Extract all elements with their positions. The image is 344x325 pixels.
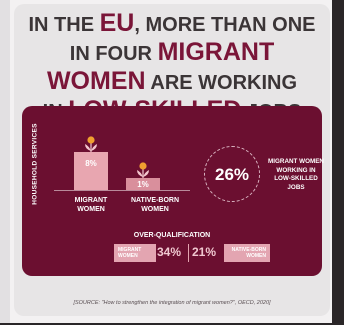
overq-native-box: NATIVE-BORN WOMEN [224, 244, 270, 262]
category-label-migrant: MIGRANT WOMEN [66, 196, 116, 214]
headline-line-1: IN THE EU, MORE THAN ONE [14, 10, 330, 39]
headline-line-2: IN FOUR MIGRANT [14, 39, 330, 68]
headline-text: IN THE [28, 14, 100, 36]
category-label-line: WOMEN [77, 206, 105, 213]
overq-migrant-box: MIGRANT WOMEN [114, 244, 156, 262]
overq-label-line: WOMEN [118, 253, 138, 259]
bar-migrant [74, 152, 108, 190]
overq-separator [188, 244, 189, 262]
source-citation: [SOURCE: "How to strengthen the integrat… [73, 300, 271, 306]
infographic-card: IN THE EU, MORE THAN ONE IN FOUR MIGRANT… [14, 4, 330, 316]
bar-baseline [54, 190, 190, 191]
category-label-line: MIGRANT [74, 197, 108, 204]
headline-highlight: WOMEN [46, 67, 146, 95]
bar-native [126, 178, 160, 190]
category-label-line: WOMEN [141, 206, 169, 213]
stat-line: MIGRANT WOMEN [268, 158, 324, 165]
stat-description: MIGRANT WOMEN WORKING IN LOW-SKILLED JOB… [266, 158, 326, 192]
headline-highlight: EU [99, 9, 135, 37]
flower-icon [137, 162, 149, 178]
household-bar-chart: 8% 1% [74, 136, 160, 190]
headline-line-3: WOMEN ARE WORKING [14, 68, 330, 97]
headline-highlight: MIGRANT [157, 38, 275, 66]
bar-value-label: 8% [85, 159, 97, 168]
stats-panel: HOUSEHOLD SERVICES 8% 1% MIGRANT WOMEN NA… [22, 106, 324, 276]
headline-text: IN FOUR [69, 43, 158, 65]
overqualification-title: OVER-QUALIFICATION [133, 232, 211, 239]
stat-value: 26% [214, 165, 250, 184]
stat-ring [204, 146, 260, 202]
left-edge [0, 0, 10, 325]
headline-text: , MORE THAN ONE [134, 14, 316, 36]
bottom-edge [0, 323, 344, 325]
overq-native-value: 21% [192, 245, 217, 259]
overq-migrant-value: 34% [157, 245, 182, 259]
right-edge [332, 0, 344, 325]
bar-value-label: 1% [137, 180, 149, 189]
overq-label-line: WOMEN [246, 253, 266, 259]
overq-label-line: NATIVE-BORN [231, 247, 266, 253]
headline-text: ARE WORKING [145, 72, 298, 94]
stat-line: WORKING IN [276, 166, 316, 174]
category-label-line: NATIVE-BORN [130, 197, 180, 204]
category-label-native: NATIVE-BORN WOMEN [124, 196, 186, 214]
overq-label-line: MIGRANT [118, 247, 142, 253]
stat-line: LOW-SKILLED JOBS [274, 175, 318, 191]
flower-icon [85, 136, 97, 152]
